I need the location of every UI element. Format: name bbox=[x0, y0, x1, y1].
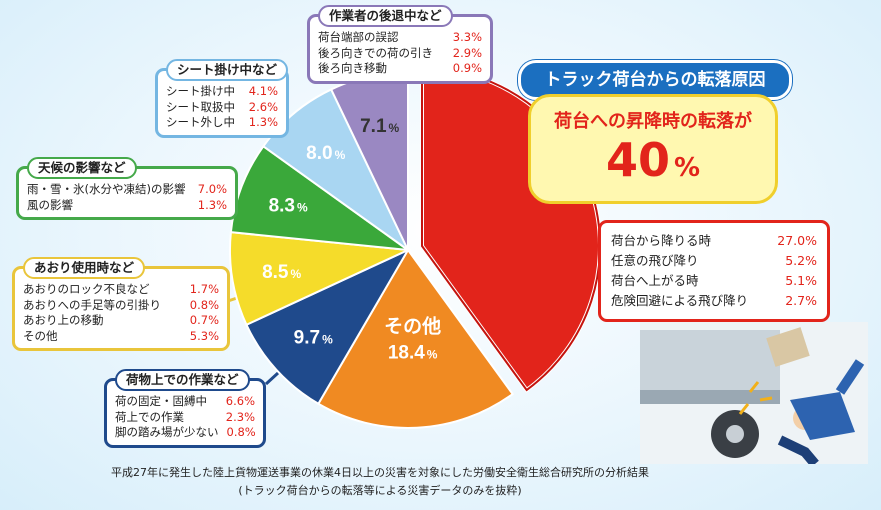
detail-label: シート外し中 bbox=[166, 115, 235, 129]
detail-label: 後ろ向きでの荷の引き bbox=[318, 45, 433, 60]
detail-row: シート掛け中 4.1% bbox=[166, 84, 278, 100]
detail-box-nimotsu: 荷物上での作業など 荷の固定・固縛中 6.6% 荷上での作業 2.3% 脚の踏み場が少な… bbox=[104, 369, 266, 448]
detail-row: 危険回避による飛び降り 2.7% bbox=[611, 291, 817, 311]
main-title: トラック荷台からの転落原因 bbox=[518, 60, 792, 100]
footer-line-1: 平成27年に発生した陸上貨物運送事業の休業4日以上の災害を対象にした労働安全衛生… bbox=[111, 466, 649, 479]
detail-box-kotai: 作業者の後退中など 荷台端部の誤認 3.3% 後ろ向きでの荷の引き 2.9% 後ろ向き移… bbox=[307, 5, 493, 84]
fall-illustration bbox=[640, 322, 868, 464]
detail-label: 荷台から降りる時 bbox=[611, 233, 712, 248]
pie-value-label: 8.0% bbox=[306, 143, 345, 164]
detail-label: 風の影響 bbox=[27, 197, 73, 212]
pie-labels: その他 18.4 % 9.7 % 8.5 % 8.3 % 8.0 % 7.1% bbox=[262, 116, 441, 363]
pie-slice bbox=[261, 88, 409, 251]
pie-value-label: 18.4% bbox=[388, 342, 438, 363]
detail-row: あおり上の移動 0.7% bbox=[23, 313, 219, 329]
detail-label: 雨・雪・氷(水分や凍結)の影響 bbox=[27, 182, 186, 196]
detail-label: 任意の飛び降り bbox=[611, 253, 699, 268]
detail-row: 荷台から降りる時 27.0% bbox=[611, 231, 817, 251]
detail-box-aori: あおり使用時など あおりのロック不良など 1.7% あおりへの手足等の引掛り 0.8%… bbox=[12, 257, 230, 351]
box-title-kotai: 作業者の後退中など bbox=[318, 5, 453, 27]
box-title-tenko: 天候の影響など bbox=[27, 157, 137, 179]
detail-value: 2.6% bbox=[248, 99, 278, 114]
detail-value: 2.3% bbox=[225, 409, 255, 424]
detail-value: 2.7% bbox=[785, 293, 817, 308]
detail-value: 7.0% bbox=[197, 182, 227, 196]
pie-slice bbox=[229, 144, 412, 252]
detail-box-shoko: 荷台から降りる時 27.0% 任意の飛び降り 5.2% 荷台へ上がる時 5.1% 危険回避に… bbox=[598, 220, 830, 322]
detail-row: その他 5.3% bbox=[23, 329, 219, 345]
detail-row: 後ろ向き移動 0.9% bbox=[318, 61, 482, 77]
pie-slice bbox=[245, 247, 411, 406]
pie-value-label: 8.3% bbox=[269, 196, 308, 217]
detail-row: 脚の踏み場が少ない 0.8% bbox=[115, 425, 256, 441]
detail-value: 1.3% bbox=[197, 197, 227, 212]
detail-row: 荷台端部の誤認 3.3% bbox=[318, 30, 482, 46]
detail-label: あおりへの手足等の引掛り bbox=[23, 297, 161, 312]
detail-label: その他 bbox=[23, 328, 58, 343]
highlight-callout: 荷台への昇降時の転落が 40% bbox=[528, 94, 778, 204]
highlight-heading: 荷台への昇降時の転落が bbox=[554, 111, 752, 132]
detail-value: 27.0% bbox=[777, 233, 817, 248]
detail-value: 4.1% bbox=[248, 84, 278, 98]
pie-slice bbox=[229, 231, 412, 327]
detail-label: 荷上での作業 bbox=[115, 409, 184, 424]
detail-value: 5.3% bbox=[189, 328, 219, 343]
footer-line-2: (トラック荷台からの転落等による災害データのみを抜粋) bbox=[238, 484, 522, 497]
detail-value: 1.3% bbox=[248, 115, 278, 129]
detail-value: 0.9% bbox=[452, 61, 482, 75]
pie-slices bbox=[229, 65, 602, 429]
detail-box-sheet: シート掛け中など シート掛け中 4.1% シート取扱中 2.6% シート外し中 1.3% bbox=[155, 59, 289, 138]
detail-label: あおり上の移動 bbox=[23, 313, 104, 327]
footer-note: 平成27年に発生した陸上貨物運送事業の休業4日以上の災害を対象にした労働安全衛生… bbox=[60, 464, 700, 500]
detail-label: 脚の踏み場が少ない bbox=[115, 425, 219, 439]
detail-label: 荷台端部の誤認 bbox=[318, 30, 399, 44]
detail-label: 危険回避による飛び降り bbox=[611, 293, 749, 308]
detail-label: あおりのロック不良など bbox=[23, 282, 150, 296]
detail-row: 任意の飛び降り 5.2% bbox=[611, 251, 817, 271]
detail-row: 後ろ向きでの荷の引き 2.9% bbox=[318, 46, 482, 62]
highlight-value: 40% bbox=[605, 133, 701, 187]
detail-row: 荷上での作業 2.3% bbox=[115, 410, 255, 426]
detail-label: 荷の固定・固縛中 bbox=[115, 394, 207, 408]
detail-row: 雨・雪・氷(水分や凍結)の影響 7.0% bbox=[27, 182, 227, 198]
detail-value: 5.1% bbox=[785, 273, 817, 288]
pie-value-label: 8.5% bbox=[262, 262, 301, 283]
detail-value: 2.9% bbox=[452, 45, 482, 60]
box-title-aori: あおり使用時など bbox=[23, 257, 146, 279]
detail-label: 後ろ向き移動 bbox=[318, 61, 387, 75]
detail-label: 荷台へ上がる時 bbox=[611, 273, 699, 288]
detail-value: 0.8% bbox=[189, 297, 219, 312]
detail-label: シート取扱中 bbox=[166, 99, 235, 114]
detail-value: 5.2% bbox=[785, 253, 817, 268]
detail-value: 6.6% bbox=[225, 394, 255, 408]
pie-value-label: 7.1% bbox=[360, 116, 399, 137]
pie-slice bbox=[316, 248, 515, 429]
detail-row: あおりへの手足等の引掛り 0.8% bbox=[23, 298, 219, 314]
detail-row: 風の影響 1.3% bbox=[27, 198, 227, 214]
detail-value: 3.3% bbox=[452, 30, 482, 44]
detail-row: シート外し中 1.3% bbox=[166, 115, 278, 131]
detail-value: 0.7% bbox=[189, 313, 219, 327]
detail-row: あおりのロック不良など 1.7% bbox=[23, 282, 219, 298]
detail-row: 荷台へ上がる時 5.1% bbox=[611, 271, 817, 291]
detail-value: 0.8% bbox=[226, 425, 256, 439]
pie-category-label: その他 bbox=[384, 314, 441, 337]
box-title-nimotsu: 荷物上での作業など bbox=[115, 369, 250, 391]
detail-value: 1.7% bbox=[189, 282, 219, 296]
pie-value-label: 9.7% bbox=[294, 327, 333, 348]
box-title-sheet: シート掛け中など bbox=[166, 59, 289, 81]
detail-box-tenko: 天候の影響など 雨・雪・氷(水分や凍結)の影響 7.0% 風の影響 1.3% bbox=[16, 157, 238, 220]
detail-label: シート掛け中 bbox=[166, 84, 235, 98]
detail-row: 荷の固定・固縛中 6.6% bbox=[115, 394, 255, 410]
detail-row: シート取扱中 2.6% bbox=[166, 100, 278, 116]
